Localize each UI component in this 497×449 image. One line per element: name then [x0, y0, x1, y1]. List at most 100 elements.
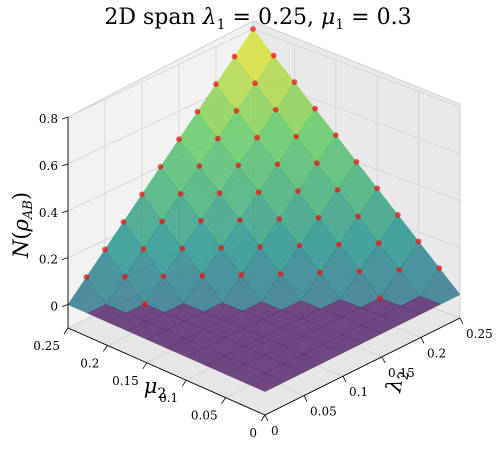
data-point — [120, 219, 127, 225]
data-point — [199, 272, 206, 279]
x-axis-label: λ2 — [381, 368, 413, 396]
right-pane-grid-horizontal — [67, 28, 254, 118]
data-point — [274, 161, 281, 168]
x-tick-label: 0.05 — [310, 405, 337, 419]
y-tick — [221, 397, 226, 404]
z-tick-label: 0.4 — [39, 206, 58, 220]
y-tick-label: 0.15 — [112, 374, 139, 388]
data-point — [333, 132, 339, 138]
x-tick — [342, 376, 347, 383]
data-point — [252, 80, 258, 86]
y-tick-label: 0 — [249, 426, 257, 440]
data-point — [257, 244, 264, 250]
x-tick-label: 0.1 — [349, 385, 368, 399]
data-point — [159, 218, 165, 225]
data-point — [235, 162, 242, 169]
data-point — [238, 272, 245, 278]
data-point — [272, 107, 279, 113]
data-point — [237, 217, 243, 223]
z-tick — [61, 257, 69, 261]
data-point — [312, 105, 318, 112]
data-point — [218, 245, 224, 251]
y-tick — [181, 379, 187, 387]
data-point — [176, 136, 182, 142]
data-point — [317, 269, 323, 276]
z-tick-label: 0.8 — [39, 112, 58, 126]
data-point — [277, 271, 284, 277]
axes: 0 0.05 0.1 0.15 0.2 0.25 0 0.05 0.1 0.15 0.2 0.25 0 0… — [9, 5, 493, 440]
data-point — [270, 52, 277, 59]
data-point — [374, 185, 381, 192]
data-point — [142, 301, 148, 307]
x-tick — [303, 395, 308, 402]
data-point — [255, 189, 262, 195]
z-tick — [61, 210, 69, 214]
left-pane-grid-horizontal — [252, 28, 461, 108]
data-point — [140, 246, 147, 252]
data-point — [160, 273, 167, 280]
scatter-points — [83, 26, 443, 307]
data-point — [194, 108, 201, 115]
data-point — [196, 163, 203, 169]
z-tick — [61, 163, 69, 167]
z-tick — [61, 116, 69, 120]
data-point — [250, 26, 256, 32]
data-point — [355, 213, 361, 220]
chart-title: 2D span λ1 = 0.25, μ1 = 0.3 — [104, 5, 411, 33]
x-tick-label: 0.2 — [427, 346, 446, 360]
data-point — [314, 160, 320, 166]
data-point — [375, 240, 382, 246]
x-tick-label: 0.15 — [388, 366, 415, 380]
x-tick — [459, 317, 464, 325]
surface-patch — [244, 372, 285, 392]
data-point — [233, 108, 240, 114]
z-tick — [61, 304, 69, 307]
x-tick — [264, 414, 269, 422]
data-point — [254, 134, 260, 141]
data-point — [276, 216, 282, 222]
data-point — [334, 187, 341, 193]
data-point — [215, 135, 221, 142]
data-point — [157, 164, 164, 170]
y-tick — [63, 327, 69, 335]
y-tick-label: 0.1 — [159, 391, 178, 405]
x-tick — [381, 356, 386, 363]
data-point — [177, 191, 184, 197]
data-point — [198, 218, 204, 224]
data-point — [83, 274, 90, 280]
data-point — [139, 191, 145, 198]
z-axis-label: N(ρAB) — [9, 192, 36, 259]
data-point — [293, 133, 300, 140]
y-tick — [103, 345, 108, 352]
x-tick-label: 0.25 — [466, 327, 493, 341]
x-tick — [420, 337, 425, 344]
z-tick-label: 0.6 — [39, 159, 58, 173]
data-point — [415, 238, 422, 245]
data-point — [315, 215, 322, 221]
y-axis-label: μ2 — [144, 374, 167, 402]
data-point — [291, 79, 298, 85]
data-point — [395, 212, 401, 218]
data-point — [377, 295, 383, 301]
y-axis-line — [67, 327, 266, 416]
z-tick-label: 0.2 — [39, 253, 58, 267]
y-tick-label: 0.05 — [191, 409, 218, 423]
data-point — [179, 245, 185, 252]
y-tick-label: 0.25 — [33, 339, 60, 353]
data-point — [356, 268, 363, 275]
z-tick-label: 0 — [50, 300, 58, 314]
data-point — [296, 243, 303, 249]
data-point — [353, 159, 360, 165]
y-tick — [142, 362, 148, 370]
data-point — [216, 190, 223, 196]
y-tick — [260, 414, 266, 422]
x-axis-line — [264, 317, 461, 416]
data-point — [102, 246, 108, 253]
x-tick-label: 0 — [271, 424, 279, 438]
data-point — [336, 241, 342, 248]
data-point — [213, 81, 219, 87]
data-point — [122, 273, 128, 280]
data-point — [231, 53, 238, 60]
data-point — [295, 188, 301, 194]
surface — [67, 28, 461, 392]
